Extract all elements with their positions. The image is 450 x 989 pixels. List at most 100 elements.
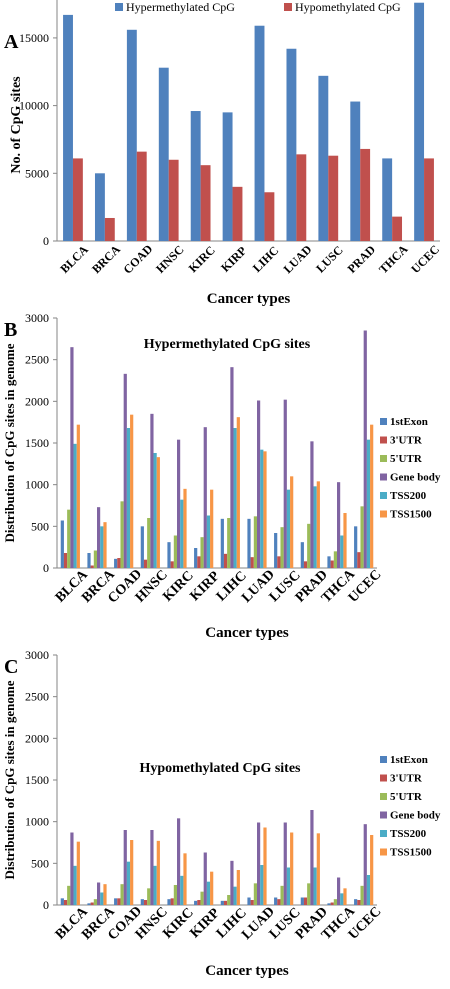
bar-gene-body-thca bbox=[337, 482, 341, 568]
bar-5-utr-coad bbox=[120, 501, 124, 568]
bar-3-utr-ucec bbox=[357, 900, 361, 905]
bar-tss1500-luad bbox=[263, 827, 267, 905]
bar-5-utr-thca bbox=[333, 899, 337, 905]
bar-hypermethylated-cpg-coad bbox=[126, 29, 137, 242]
legend-label: 3'UTR bbox=[390, 435, 423, 447]
bar-5-utr-lusc bbox=[280, 527, 284, 568]
legend-swatch bbox=[380, 756, 387, 763]
bar-tss200-brca bbox=[100, 526, 104, 568]
x-tick-label: THCA bbox=[376, 242, 411, 277]
legend-swatch bbox=[380, 510, 387, 518]
legend-label: 3'UTR bbox=[390, 773, 423, 785]
bar-gene-body-luad bbox=[257, 400, 261, 568]
y-tick-label: 10000 bbox=[19, 99, 49, 113]
legend-swatch bbox=[380, 436, 387, 444]
y-tick-label: 500 bbox=[31, 856, 49, 870]
bar-hypermethylated-cpg-thca bbox=[382, 158, 393, 241]
bar-tss200-kirc bbox=[180, 499, 184, 568]
x-tick-label: PRAD bbox=[345, 242, 379, 276]
bar-3-utr-kirp bbox=[197, 556, 201, 568]
legend-swatch bbox=[284, 3, 292, 11]
y-tick-label: 2000 bbox=[25, 394, 49, 408]
bar-1stexon-brca bbox=[87, 903, 91, 905]
bar-tss200-kirp bbox=[206, 881, 211, 905]
legend: Hypermethylated CpG Hypomethylated CpG bbox=[115, 0, 401, 14]
bar-1stexon-lihc bbox=[220, 900, 224, 905]
x-tick-label: LUSC bbox=[313, 243, 346, 276]
legend-label: Gene body bbox=[390, 472, 441, 484]
bar-tss1500-ucec bbox=[370, 424, 374, 568]
bar-5-utr-kirp bbox=[200, 891, 204, 905]
legend-label: 5'UTR bbox=[390, 791, 423, 803]
bar-tss1500-blca bbox=[76, 841, 80, 905]
bar-tss1500-prad bbox=[316, 833, 320, 905]
bar-hypermethylated-cpg-kirp bbox=[222, 112, 233, 241]
bar-1stexon-lusc bbox=[274, 533, 278, 568]
legend-label: 1stExon bbox=[390, 416, 428, 428]
bar-tss200-luad bbox=[260, 865, 264, 905]
bar-3-utr-coad bbox=[117, 558, 121, 568]
bar-gene-body-brca bbox=[97, 507, 101, 568]
legend-label: TSS200 bbox=[390, 828, 427, 840]
x-axis-title: Cancer types bbox=[205, 625, 289, 641]
y-tick-label: 0 bbox=[43, 561, 49, 575]
bar-gene-body-ucec bbox=[363, 824, 367, 905]
bar-1stexon-ucec bbox=[354, 899, 358, 905]
x-tick-label: BLCA bbox=[57, 242, 91, 276]
legend-swatch bbox=[380, 492, 387, 499]
bar-gene-body-prad bbox=[310, 441, 314, 568]
legend: 1stExon 3'UTR 5'UTR Gene body TSS200 TSS1500 bbox=[380, 754, 441, 859]
y-tick-label: 1500 bbox=[25, 436, 49, 450]
bar-tss200-lusc bbox=[286, 489, 291, 568]
y-tick-label: 5000 bbox=[25, 166, 49, 180]
bar-tss1500-coad bbox=[130, 414, 134, 568]
bar-5-utr-blca bbox=[67, 509, 71, 568]
bar-gene-body-ucec bbox=[363, 330, 367, 568]
bar-5-utr-prad bbox=[307, 883, 311, 905]
bar-5-utr-ucec bbox=[360, 885, 364, 905]
x-tick-label: KIRC bbox=[186, 243, 218, 275]
bar-hypomethylated-cpg-hnsc bbox=[168, 159, 179, 241]
bar-hypomethylated-cpg-kirp bbox=[232, 186, 243, 241]
x-axis-title: Cancer types bbox=[205, 963, 289, 979]
bar-tss200-blca bbox=[73, 865, 77, 905]
bar-hypomethylated-cpg-coad bbox=[136, 151, 147, 241]
bar-1stexon-brca bbox=[87, 553, 91, 568]
bar-tss1500-brca bbox=[103, 884, 107, 905]
panel-label: C bbox=[4, 656, 18, 678]
bar-gene-body-blca bbox=[70, 832, 74, 905]
bar-tss1500-kirc bbox=[183, 488, 187, 568]
bar-tss1500-kirp bbox=[210, 871, 214, 905]
x-tick-label: KIRP bbox=[218, 244, 249, 275]
bar-gene-body-luad bbox=[257, 822, 261, 905]
bar-1stexon-ucec bbox=[354, 526, 358, 568]
panel-b: B050010001500200025003000BLCABRCACOADHNS… bbox=[2, 311, 441, 641]
bar-1stexon-lihc bbox=[220, 518, 224, 568]
bar-3-utr-prad bbox=[303, 561, 308, 568]
bar-tss1500-brca bbox=[103, 522, 107, 568]
chart-title: Hypermethylated CpG sites bbox=[144, 337, 311, 352]
bar-gene-body-thca bbox=[337, 877, 341, 905]
bar-hypermethylated-cpg-ucec bbox=[414, 2, 425, 241]
bar-3-utr-thca bbox=[330, 902, 334, 905]
bar-1stexon-kirc bbox=[167, 899, 171, 905]
bar-1stexon-prad bbox=[300, 542, 304, 568]
bar-3-utr-kirc bbox=[170, 898, 174, 905]
bar-5-utr-luad bbox=[253, 516, 257, 568]
y-tick-label: 0 bbox=[43, 234, 49, 248]
x-tick-label: BRCA bbox=[89, 242, 123, 276]
bar-tss200-hnsc bbox=[153, 865, 157, 905]
x-tick-label: LUAD bbox=[281, 242, 315, 276]
bar-hypomethylated-cpg-prad bbox=[360, 148, 371, 241]
bar-1stexon-prad bbox=[300, 897, 304, 905]
bar-hypermethylated-cpg-kirc bbox=[190, 111, 201, 242]
chart-title: Hypomethylated CpG sites bbox=[140, 761, 302, 776]
legend-label: 5'UTR bbox=[390, 453, 423, 465]
bar-3-utr-lusc bbox=[277, 556, 281, 568]
bar-hypomethylated-cpg-brca bbox=[104, 217, 115, 241]
bar-3-utr-lihc bbox=[223, 900, 228, 905]
bar-3-utr-ucec bbox=[357, 552, 361, 568]
y-tick-label: 1500 bbox=[25, 773, 49, 787]
legend-swatch bbox=[380, 811, 387, 819]
